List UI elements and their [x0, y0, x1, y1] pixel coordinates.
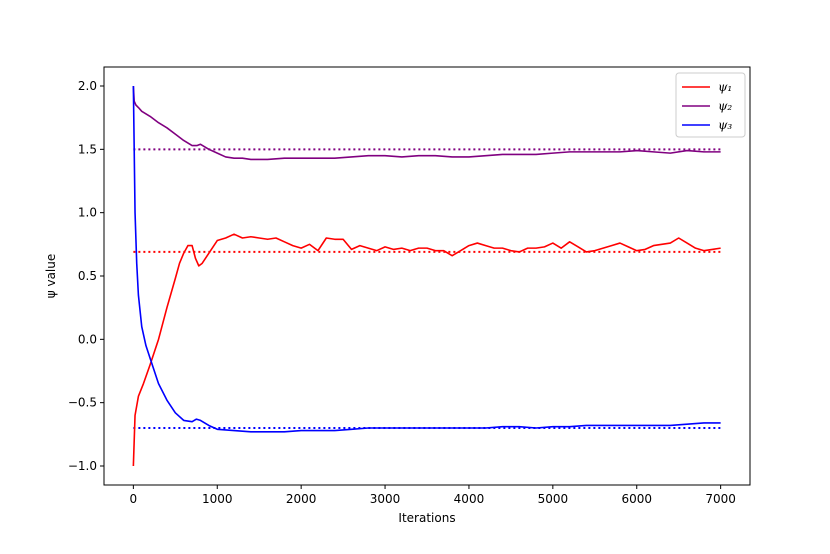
target-lines: [133, 148, 721, 429]
legend-label-2: ψ₂: [718, 99, 732, 113]
series-lines: [132, 85, 721, 467]
x-tick-label: 3000: [370, 492, 401, 506]
x-axis-label: Iterations: [398, 511, 455, 525]
x-tick-label: 7000: [705, 492, 736, 506]
legend-label-1: ψ₁: [718, 80, 732, 94]
y-axis-label: ψ value: [44, 254, 58, 299]
legend-box: [675, 72, 746, 138]
y-tick-label: −0.5: [68, 396, 97, 410]
series-line-2: [132, 85, 721, 161]
y-tick-label: 0.0: [78, 332, 97, 346]
x-tick-label: 2000: [286, 492, 317, 506]
x-tick-label: 1000: [202, 492, 233, 506]
y-tick-label: −1.0: [68, 459, 97, 473]
y-tick-label: 0.5: [78, 269, 97, 283]
x-tick-label: 4000: [454, 492, 485, 506]
y-tick-label: 1.5: [78, 142, 97, 156]
legend-label-3: ψ₃: [718, 118, 732, 132]
series-line-1: [132, 233, 721, 467]
y-axis-ticks: −1.0 −0.5 0.0 0.5 1.0 1.5 2.0: [68, 79, 104, 473]
x-axis-ticks: 0 1000 2000 3000 4000 5000 6000 7000: [130, 485, 736, 506]
x-tick-label: 6000: [621, 492, 652, 506]
plot-frame: [103, 66, 751, 486]
x-tick-label: 5000: [538, 492, 569, 506]
y-tick-label: 1.0: [78, 206, 97, 220]
legend: ψ₁ ψ₂ ψ₃: [675, 72, 746, 138]
series-line-3: [132, 85, 721, 433]
x-tick-label: 0: [130, 492, 138, 506]
y-tick-label: 2.0: [78, 79, 97, 93]
